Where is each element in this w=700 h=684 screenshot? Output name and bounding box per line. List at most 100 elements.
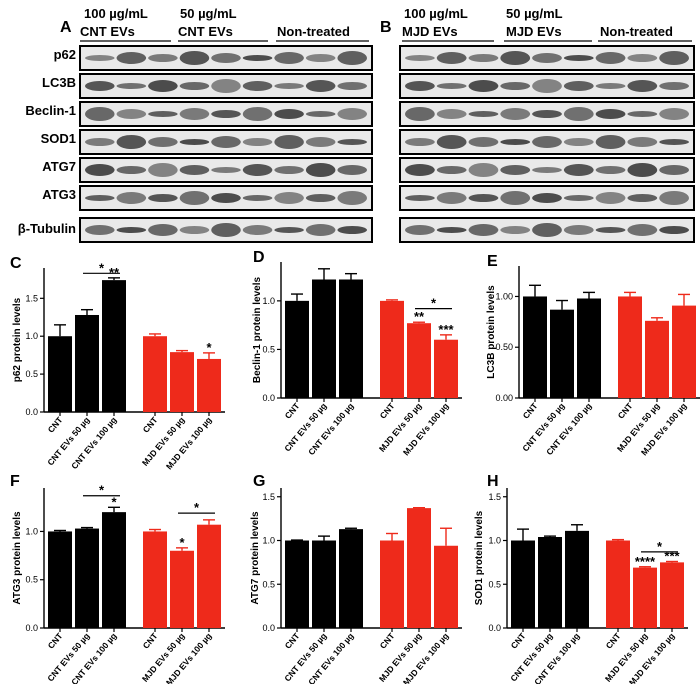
- y-tick-label: 0.5: [262, 344, 275, 354]
- blot-band: [179, 191, 210, 205]
- blot-band: [532, 79, 562, 93]
- y-tick-label: 0.50: [495, 342, 513, 352]
- bar: [511, 540, 535, 628]
- bar: [48, 531, 72, 628]
- blot-b-row-4: [399, 129, 695, 155]
- blot-band: [532, 110, 562, 118]
- blot-band: [211, 110, 241, 118]
- bar: [565, 530, 589, 628]
- x-tick-label: CNT: [378, 400, 397, 420]
- y-tick-label: 1.0: [488, 536, 501, 546]
- western-blot-panel-a: [79, 45, 373, 243]
- y-axis-label: ATG3 protein levels: [12, 511, 23, 605]
- blot-label-beclin1: Beclin-1: [25, 103, 76, 118]
- blot-band: [116, 109, 147, 119]
- blot-band: [85, 195, 115, 201]
- blot-band: [211, 79, 241, 93]
- blot-band: [532, 136, 562, 148]
- bar: [380, 540, 404, 628]
- y-tick-label: 1.0: [25, 526, 38, 536]
- blot-band: [305, 163, 336, 177]
- significance-star: *: [179, 535, 185, 550]
- significance-bracket-star: *: [194, 500, 200, 515]
- bar: [312, 540, 336, 628]
- significance-star: *: [206, 340, 212, 355]
- bar: [606, 540, 630, 628]
- bar: [143, 531, 167, 628]
- blot-band: [500, 82, 531, 90]
- blot-band: [563, 195, 594, 201]
- blot-band: [274, 227, 304, 233]
- blot-band: [242, 195, 273, 201]
- blot-band: [468, 194, 499, 202]
- blot-band: [627, 54, 658, 62]
- blot-a-row-3: [79, 101, 373, 127]
- blot-band: [274, 83, 304, 89]
- bar: [48, 336, 72, 412]
- y-axis-label: LC3B protein levels: [486, 285, 497, 379]
- blot-band: [595, 52, 626, 64]
- blot-a-row-1: [79, 45, 373, 71]
- x-tick-label: CNT: [46, 630, 65, 650]
- blot-band: [563, 55, 594, 61]
- panel-a-group3-line2: Non-treated: [277, 24, 350, 39]
- blot-band: [659, 82, 689, 90]
- significance-bracket-star: *: [99, 483, 105, 498]
- blot-band: [627, 224, 658, 236]
- blot-band: [148, 194, 178, 202]
- blot-band: [179, 165, 210, 175]
- y-tick-label: 1.0: [25, 331, 38, 341]
- blot-band: [595, 83, 626, 89]
- x-tick-label: CNT: [46, 414, 65, 434]
- blot-band: [211, 223, 241, 237]
- panel-b-header: B 100 µg/mL MJD EVs 50 µg/mL MJD EVs Non…: [380, 6, 692, 42]
- blot-a-row-2: [79, 73, 373, 99]
- x-tick-label: CNT: [283, 630, 302, 650]
- blot-band: [85, 225, 115, 235]
- bar: [538, 537, 562, 628]
- significance-star: **: [414, 309, 425, 324]
- blot-band: [500, 51, 531, 65]
- blot-band: [436, 109, 467, 119]
- bar: [75, 314, 99, 412]
- blot-band: [274, 192, 304, 204]
- bar: [645, 320, 669, 398]
- blot-band: [337, 82, 367, 90]
- panel-a-header: A 100 µg/mL CNT EVs 50 µg/mL CNT EVs Non…: [60, 6, 369, 42]
- blot-band: [468, 137, 499, 147]
- blot-band: [337, 226, 367, 234]
- x-tick-label: CNT: [509, 630, 528, 650]
- blot-a-row-7: [79, 217, 373, 243]
- blot-band: [532, 223, 562, 237]
- y-tick-label: 0.5: [25, 575, 38, 585]
- y-axis-label: Beclin-1 protein levels: [252, 276, 263, 383]
- bar: [339, 529, 363, 628]
- blot-band: [405, 107, 435, 121]
- bar: [380, 300, 404, 398]
- chart-letter: H: [487, 473, 499, 490]
- blot-band: [85, 55, 115, 61]
- bar: [672, 305, 696, 398]
- blot-band: [116, 135, 147, 149]
- western-blot-panel-b: [399, 45, 695, 243]
- blot-label-lc3b: LC3B: [42, 75, 76, 90]
- y-tick-label: 1.0: [262, 536, 275, 546]
- blot-band: [85, 107, 115, 121]
- blot-band: [305, 224, 336, 236]
- blot-label-sod1: SOD1: [41, 131, 76, 146]
- blot-band: [659, 108, 689, 120]
- blot-band: [179, 139, 210, 145]
- blot-band: [85, 81, 115, 91]
- y-tick-label: 0.0: [262, 623, 275, 633]
- blot-band: [532, 193, 562, 203]
- blot-b-row-7: [399, 217, 695, 243]
- y-tick-label: 1.5: [488, 492, 501, 502]
- blot-band: [242, 138, 273, 146]
- blot-band: [305, 111, 336, 117]
- bar: [523, 296, 547, 398]
- blot-band: [436, 227, 467, 233]
- blot-band: [405, 225, 435, 235]
- blot-a-row-4: [79, 129, 373, 155]
- blot-band: [627, 80, 658, 92]
